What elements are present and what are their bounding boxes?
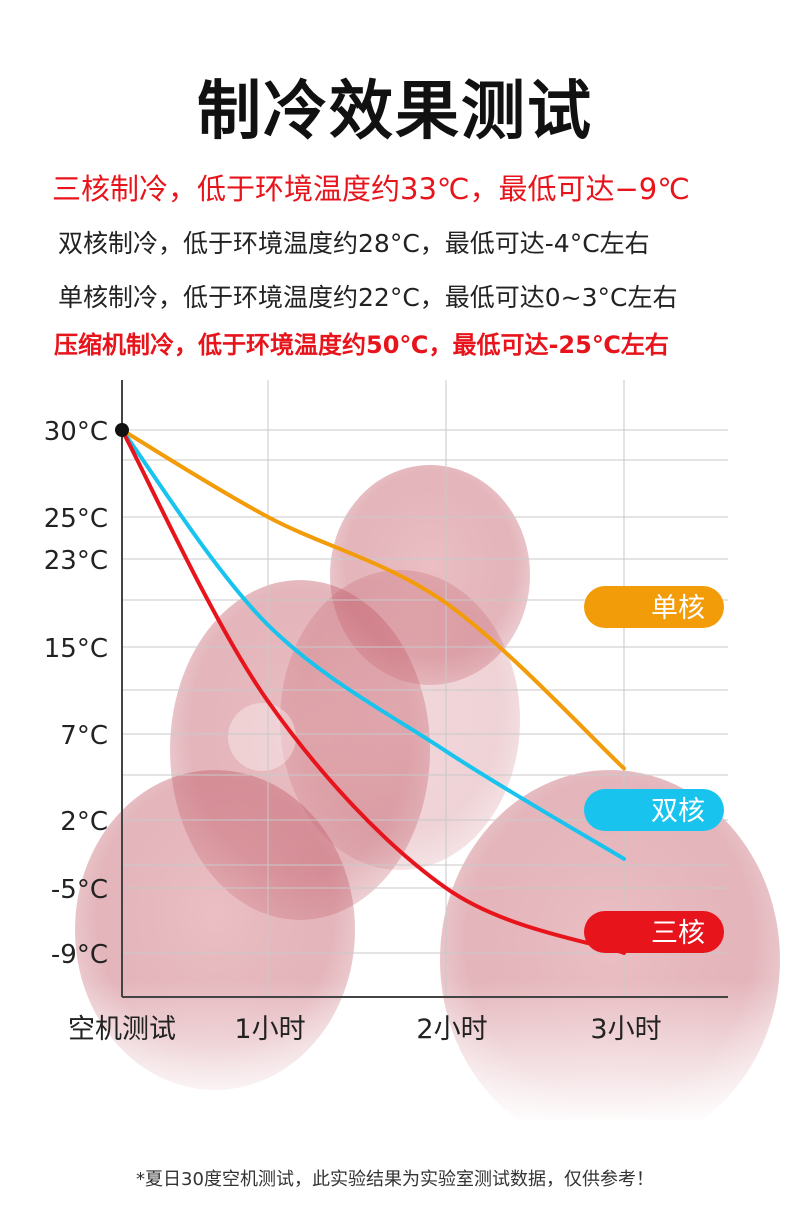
series-lines (115, 423, 626, 955)
x-tick-label: 1小时 (234, 1014, 305, 1045)
x-tick-labels: 空机测试 1小时 2小时 3小时 (68, 1014, 662, 1045)
compressor-description: 压缩机制冷，低于环境温度约50℃，最低可达-25℃左右 (54, 331, 669, 359)
legend-pill (584, 911, 724, 953)
x-tick-label: 2小时 (416, 1014, 487, 1045)
page-title: 制冷效果测试 (197, 75, 593, 149)
dual-core-description: 双核制冷，低于环境温度约28°C，最低可达-4°C左右 (58, 229, 650, 258)
series-line-0 (120, 428, 626, 771)
y-tick-label: 25°C (44, 504, 108, 534)
y-tick-label: 23°C (44, 546, 108, 576)
legend-item-1: 双核 (584, 789, 724, 831)
legend-item-2: 三核 (584, 911, 724, 953)
legend-item-0: 单核 (584, 586, 724, 628)
series-line-2 (120, 428, 626, 955)
y-tick-label: 2°C (60, 807, 108, 837)
footnote: *夏日30度空机测试，此实验结果为实验室测试数据，仅供参考！ (136, 1169, 654, 1190)
y-tick-label: 15°C (44, 634, 108, 664)
y-tick-label: -5°C (51, 875, 108, 905)
y-tick-label: 7°C (60, 721, 108, 751)
chart-axes (121, 380, 728, 998)
legend-pill (584, 586, 724, 628)
legend-pill (584, 789, 724, 831)
single-core-description: 单核制冷，低于环境温度约22°C，最低可达0~3°C左右 (58, 283, 678, 312)
x-tick-label: 空机测试 (68, 1014, 176, 1045)
x-tick-label: 3小时 (590, 1014, 661, 1045)
y-tick-label: -9°C (51, 940, 108, 970)
start-point-marker (115, 423, 129, 437)
legend-label: 单核 (651, 593, 705, 624)
y-tick-label: 30°C (44, 417, 108, 447)
legend-label: 双核 (651, 796, 705, 827)
y-tick-labels: 30°C 25°C 23°C 15°C 7°C 2°C -5°C -9°C (44, 417, 108, 970)
cooling-chart: 30°C 25°C 23°C 15°C 7°C 2°C -5°C -9°C 空机测试 1小时 2小… (0, 380, 790, 1120)
bubble-icon (228, 703, 296, 771)
legend-label: 三核 (651, 918, 705, 949)
series-line-1 (120, 428, 626, 861)
triple-core-description: 三核制冷，低于环境温度约33℃，最低可达−9℃ (52, 172, 690, 206)
